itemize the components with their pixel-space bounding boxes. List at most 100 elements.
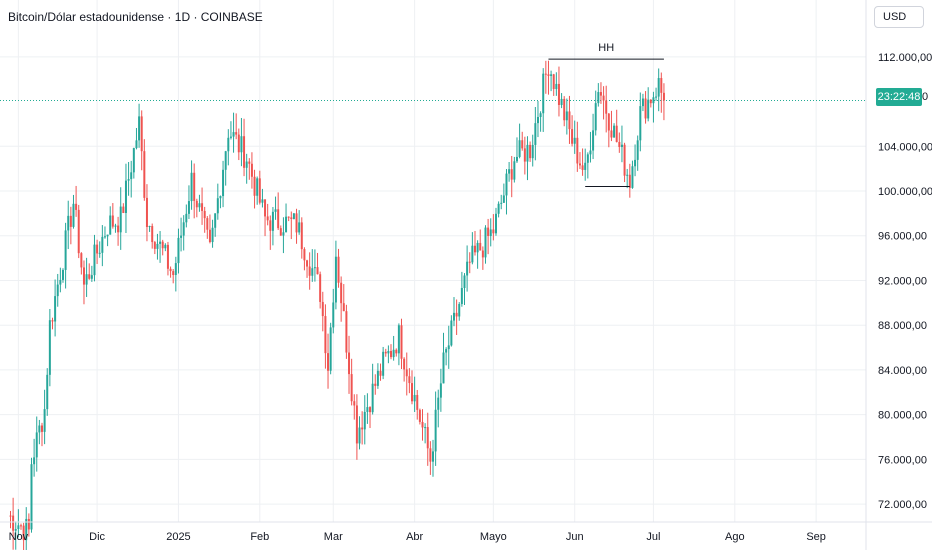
candle-body — [156, 243, 159, 249]
currency-button[interactable]: USD — [874, 6, 924, 28]
candle-body — [652, 97, 655, 104]
candle-body — [489, 229, 492, 237]
candle-body — [618, 141, 621, 147]
candle-body — [143, 151, 146, 198]
candle-body — [90, 275, 93, 279]
candle-body — [300, 222, 303, 250]
x-tick-label: Jun — [566, 531, 584, 543]
candle-body — [38, 425, 41, 433]
candle-body — [342, 303, 345, 312]
candle-body — [329, 327, 332, 371]
candlestick-series — [9, 60, 665, 550]
candle-body — [298, 222, 301, 233]
candle-body — [578, 163, 581, 166]
candle-body — [25, 518, 28, 541]
candle-body — [510, 169, 513, 180]
candle-body — [54, 296, 57, 322]
candle-body — [615, 125, 618, 142]
candle-body — [19, 525, 22, 527]
candle-body — [235, 132, 238, 135]
chart-title: Bitcoin/Dólar estadounidense · 1D · COIN… — [8, 10, 263, 24]
y-tick-label: 92.000,00 — [878, 275, 927, 287]
candle-body — [644, 98, 647, 119]
candle-body — [198, 203, 201, 208]
candle-body — [216, 198, 219, 214]
candle-body — [649, 99, 652, 104]
candle-body — [130, 172, 133, 180]
price-tag-tail: 0 — [922, 91, 929, 103]
candle-body — [177, 237, 180, 264]
candle-body — [379, 370, 382, 376]
candle-body — [452, 312, 455, 321]
candle-body — [369, 407, 372, 413]
candle-body — [119, 206, 122, 233]
candle-body — [392, 349, 395, 358]
candle-body — [424, 427, 427, 429]
candle-body — [243, 136, 246, 168]
candle-body — [253, 176, 256, 196]
x-tick-label: Ago — [725, 531, 745, 543]
candle-body — [416, 394, 419, 410]
candle-body — [56, 284, 59, 297]
candle-body — [324, 316, 327, 354]
candle-body — [101, 236, 104, 253]
candle-body — [214, 213, 217, 228]
candle-body — [258, 178, 261, 203]
candle-body — [502, 195, 505, 203]
candle-body — [563, 98, 566, 121]
candle-body — [264, 199, 267, 217]
candle-body — [626, 174, 629, 176]
candle-body — [153, 242, 156, 249]
candle-body — [287, 216, 290, 218]
candle-body — [390, 350, 393, 358]
candle-body — [492, 229, 495, 234]
candle-body — [571, 129, 574, 144]
candle-body — [437, 397, 440, 410]
candle-body — [93, 244, 96, 276]
y-tick-label: 72.000,00 — [878, 499, 927, 511]
candle-body — [581, 165, 584, 170]
candle-body — [363, 411, 366, 430]
candle-body — [384, 351, 387, 354]
candle-body — [172, 271, 175, 276]
candle-body — [340, 282, 343, 304]
candle-body — [208, 229, 211, 243]
y-tick-label: 112.000,00 — [878, 52, 932, 64]
candle-body — [529, 144, 532, 159]
candle-body — [306, 260, 309, 267]
candle-body — [132, 148, 135, 173]
candle-body — [411, 383, 414, 402]
candle-body — [447, 345, 450, 350]
candle-body — [631, 166, 634, 188]
candle-body — [557, 83, 560, 105]
candle-body — [576, 137, 579, 164]
candle-body — [88, 274, 91, 279]
candle-body — [550, 74, 553, 76]
candle-body — [508, 169, 511, 174]
candle-body — [657, 78, 660, 97]
candle-body — [547, 74, 550, 76]
candle-body — [555, 83, 558, 90]
candle-body — [206, 218, 209, 230]
candle-body — [515, 156, 518, 162]
candle-body — [460, 287, 463, 305]
candle-body — [418, 409, 421, 422]
candle-body — [439, 383, 442, 398]
candle-body — [481, 250, 484, 258]
candle-body — [122, 206, 125, 213]
candle-body — [421, 421, 424, 428]
candle-body — [662, 92, 665, 101]
candle-body — [429, 448, 432, 462]
candle-body — [434, 409, 437, 452]
candle-body — [458, 304, 461, 317]
candle-body — [311, 268, 314, 276]
candle-body — [634, 159, 637, 167]
candle-body — [500, 202, 503, 204]
candle-body — [308, 266, 311, 276]
candle-body — [647, 99, 650, 119]
candle-body — [256, 178, 259, 196]
candle-body — [405, 369, 408, 377]
candle-body — [237, 134, 240, 153]
candle-body — [9, 515, 12, 517]
